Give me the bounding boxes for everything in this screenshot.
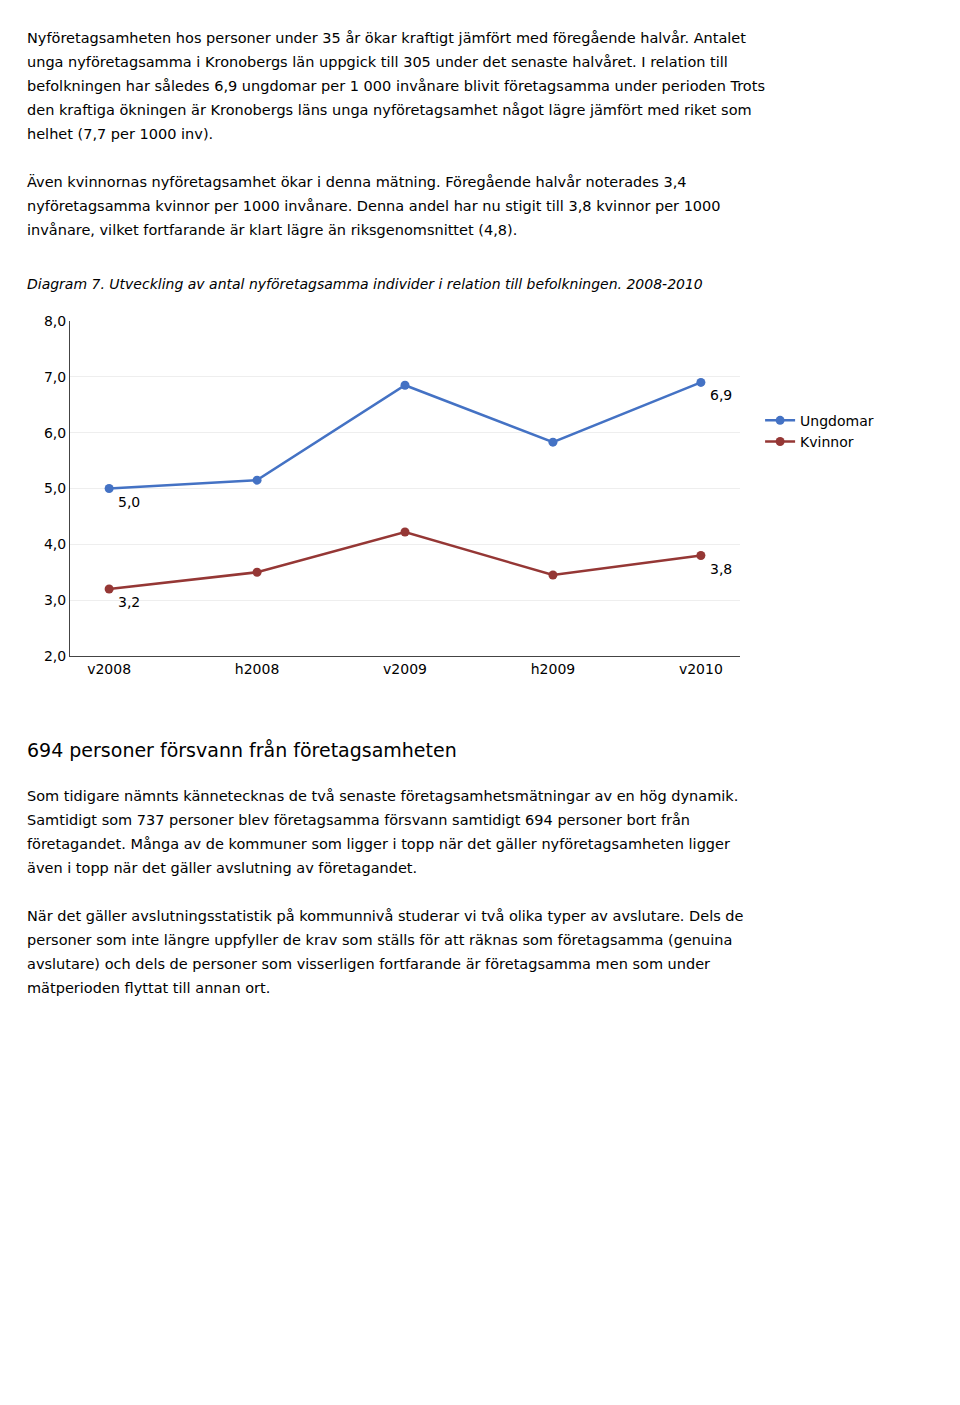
svg-text:7,0: 7,0	[44, 369, 66, 385]
html-text:nyföretagsamma kvinnor per 100: nyföretagsamma kvinnor per 1000 invånare…	[27, 198, 721, 214]
html-text:avslutare) och dels de persone: avslutare) och dels de personer som viss…	[27, 956, 711, 972]
html-text:även i topp när det gäller avs: även i topp när det gäller avslutning av…	[27, 860, 418, 876]
svg-text:6,0: 6,0	[44, 425, 66, 441]
html-text:helhet (7,7 per 1000 inv).: helhet (7,7 per 1000 inv).	[27, 126, 214, 142]
html-text:Som tidigare nämnts känneteckn: Som tidigare nämnts kännetecknas de två …	[27, 788, 739, 804]
svg-text:v2010: v2010	[679, 661, 723, 677]
html-text:unga nyföretagsamma i Kronober: unga nyföretagsamma i Kronobergs län upp…	[27, 54, 728, 70]
html-text:den kraftiga ökningen är Krono: den kraftiga ökningen är Kronobergs läns…	[27, 102, 752, 118]
svg-text:Diagram 7. Utveckling av antal: Diagram 7. Utveckling av antal nyföretag…	[27, 276, 703, 292]
svg-text:3,8: 3,8	[710, 561, 732, 577]
svg-text:8,0: 8,0	[44, 313, 66, 329]
html-text:694 personer försvann från för: 694 personer försvann från företagsamhet…	[27, 739, 457, 761]
svg-text:3,2: 3,2	[118, 594, 140, 610]
html-text:befolkningen har således 6,9 u: befolkningen har således 6,9 ungdomar pe…	[27, 78, 765, 94]
svg-text:h2009: h2009	[531, 661, 576, 677]
html-text:personer som inte längre uppfy: personer som inte längre uppfyller de kr…	[27, 932, 733, 948]
svg-text:6,9: 6,9	[710, 387, 732, 403]
svg-text:h2008: h2008	[235, 661, 280, 677]
html-text:Samtidigt som 737 personer ble: Samtidigt som 737 personer blev företags…	[27, 812, 691, 828]
svg-text:Kvinnor: Kvinnor	[800, 434, 854, 450]
html-text:mätperioden flyttat till annan: mätperioden flyttat till annan ort.	[27, 980, 271, 996]
html-text:Även kvinnornas nyföretagsamhe: Även kvinnornas nyföretagsamhet ökar i d…	[27, 174, 687, 190]
svg-text:5,0: 5,0	[44, 480, 66, 496]
svg-text:2,0: 2,0	[44, 648, 66, 664]
html-text:När det gäller avslutningsstat: När det gäller avslutningsstatistik på k…	[27, 908, 744, 924]
svg-text:3,0: 3,0	[44, 592, 66, 608]
svg-text:v2009: v2009	[383, 661, 427, 677]
html-text:företagandet. Många av de komm: företagandet. Många av de kommuner som l…	[27, 836, 730, 852]
svg-text:Ungdomar: Ungdomar	[800, 413, 874, 429]
svg-text:v2008: v2008	[87, 661, 131, 677]
html-text:invånare, vilket fortfarande ä: invånare, vilket fortfarande är klart lä…	[27, 222, 518, 238]
svg-text:5,0: 5,0	[118, 494, 140, 510]
svg-text:4,0: 4,0	[44, 536, 66, 552]
html-text:Nyföretagsamheten hos personer: Nyföretagsamheten hos personer under 35 …	[27, 30, 746, 46]
